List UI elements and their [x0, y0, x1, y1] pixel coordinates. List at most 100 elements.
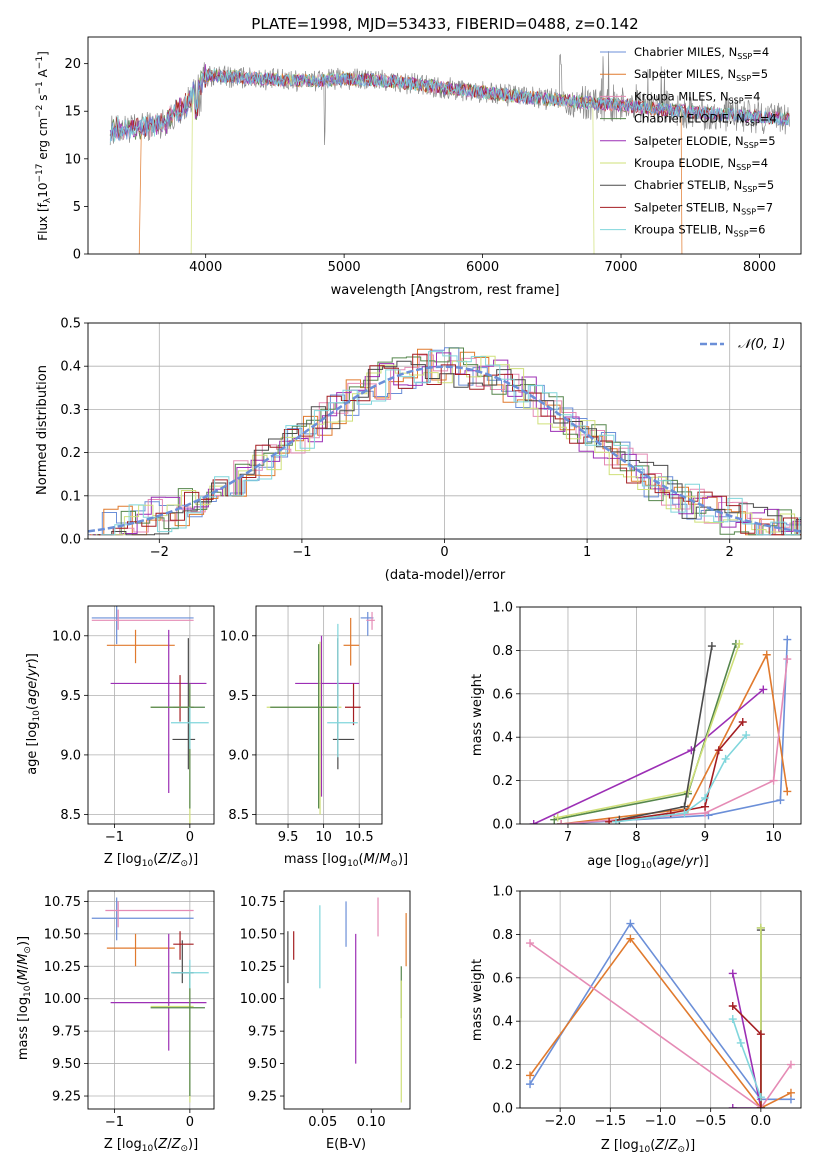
y-tick-label: 9.25 [52, 1090, 81, 1105]
residuals-plot-area: −2 −1 0 1 2 0.0 0.1 0.2 0.3 0.4 0.5 [60, 317, 802, 561]
y-tick-label: 9.5 [60, 689, 81, 704]
legend-val: =5 [751, 67, 768, 81]
x-tick-label: −1.0 [645, 1114, 677, 1129]
residuals-ylabel: Normed distribution [35, 365, 50, 495]
axes-frame [255, 605, 383, 825]
legend-sub: SSP [736, 163, 751, 172]
age-z-xlabel: Z [log10(Z/Z⊙)] [104, 852, 198, 869]
residual-histogram-green [92, 347, 801, 536]
axis-ticks: −2.0 −1.5 −1.0 −0.5 0.0 0.0 0.2 0.4 0.6 0.8 1.0 [492, 885, 771, 1130]
x-tick-label: 10 [315, 830, 332, 845]
y-tick-label: 9.5 [228, 689, 249, 704]
point-blue [360, 611, 374, 636]
y-tick-label: 0.3 [60, 403, 81, 418]
legend-label: Kroupa MILES, NSSP=4 [634, 89, 760, 105]
residual-histogram-pink [91, 354, 801, 536]
y-tick-label: 0.1 [60, 489, 81, 504]
legend-sub: SSP [734, 230, 749, 239]
weight-marker-darkred [701, 802, 710, 811]
x-tick-label: 0.0 [751, 1114, 772, 1129]
weight-line-blue [529, 922, 791, 1101]
y-tick-label: 10.0 [52, 629, 81, 644]
legend-val: =4 [752, 45, 769, 59]
x-tick-label: 10.5 [345, 830, 374, 845]
age-mass-plot-area: 9.5 10 10.5 8.5 9.0 9.5 10.0 [220, 605, 383, 845]
residuals-xlabel: (data-model)/error [385, 568, 506, 583]
weight-marker-darkred [714, 746, 723, 755]
y-tick-label: 9.75 [248, 1025, 277, 1040]
y-tick-label: 0.4 [60, 360, 81, 375]
axis-ticks: −2 −1 0 1 2 0.0 0.1 0.2 0.3 0.4 0.5 [60, 317, 734, 561]
data-layer [109, 51, 790, 254]
legend-label: Chabrier STELIB, NSSP=5 [634, 178, 774, 194]
weight-line-orange [561, 652, 789, 824]
weight-vs-metallicity-panel: −2.0 −1.5 −1.0 −0.5 0.0 0.0 0.2 0.4 0.6 0.8 1.0 Z … [470, 885, 802, 1155]
weight-marker-darkred [666, 809, 675, 818]
data-layer [287, 897, 407, 1103]
point-orange [106, 629, 175, 664]
weight-z-ylabel: mass weight [470, 959, 485, 1041]
weight-line-yellow [557, 643, 741, 819]
point-blue [91, 606, 194, 645]
point-yellow [150, 966, 194, 1103]
y-tick-label: 0.8 [492, 928, 513, 943]
x-tick-label: 9.5 [278, 830, 299, 845]
residual-histogram-darkred [99, 353, 801, 536]
weight-marker-pink [769, 776, 778, 785]
y-tick-label: 0.6 [492, 971, 513, 986]
y-tick-label: 10 [64, 152, 81, 167]
weight-marker-blue [776, 796, 785, 805]
spectrum-plot-area: 4000 5000 6000 7000 8000 0 5 10 15 20 [64, 36, 802, 275]
legend-val: =5 [759, 134, 776, 148]
model-spectrum-blue [109, 69, 790, 142]
y-tick-label: 8.5 [228, 808, 249, 823]
legend-sub: SSP [736, 74, 751, 83]
legend-val: =4 [744, 89, 761, 103]
weight-marker-cyan [701, 793, 710, 802]
y-tick-label: 20 [64, 57, 81, 72]
point-gray [172, 940, 194, 984]
weight-marker-pink [786, 1060, 795, 1069]
spectrum-xlabel: wavelength [Angstrom, rest frame] [331, 283, 560, 298]
point-pink [105, 901, 194, 928]
weight-vs-age-panel: 7 8 9 10 0.0 0.2 0.4 0.6 0.8 1.0 age [log10(age/y… [470, 601, 802, 871]
point-yellow [150, 689, 194, 824]
axes-frame [87, 890, 215, 1110]
y-tick-label: 0.4 [492, 731, 513, 746]
weight-age-plot-area: 7 8 9 10 0.0 0.2 0.4 0.6 0.8 1.0 [492, 601, 802, 845]
weight-marker-cyan [721, 754, 730, 763]
weight-marker-blue [626, 919, 635, 928]
legend-sub: SSP [745, 119, 760, 128]
weight-age-ylabel: mass weight [470, 674, 485, 756]
axes-frame [87, 605, 215, 825]
mass-vs-ebv-panel: 0.05 0.10 9.25 9.50 9.75 10.00 10.25 10.50 10.75… [240, 890, 411, 1152]
x-tick-label: 8000 [743, 260, 776, 275]
grid-lines [88, 606, 214, 824]
data-layer [266, 611, 375, 815]
age-vs-metallicity-panel: −1 0 8.5 9.0 9.5 10.0 Z [log10(Z/Z⊙)] age [lo… [25, 605, 215, 869]
y-tick-label: 9.50 [52, 1057, 81, 1072]
legend-val: =4 [760, 112, 777, 126]
point-darkred [173, 675, 194, 722]
grid-lines [88, 891, 214, 1109]
legend-label: Kroupa STELIB, NSSP=6 [634, 223, 765, 239]
legend-val: =4 [751, 156, 768, 170]
y-tick-label: 10.0 [220, 629, 249, 644]
point-purple [110, 933, 207, 1051]
residual-histogram-gray [97, 360, 801, 536]
y-tick-label: 0.0 [492, 818, 513, 833]
y-tick-label: 0.4 [492, 1015, 513, 1030]
axes-frame [519, 890, 802, 1109]
legend-sub: SSP [737, 52, 752, 61]
y-tick-label: 0.2 [492, 1058, 513, 1073]
weight-marker-orange [783, 787, 792, 796]
y-tick-label: 10.50 [240, 927, 277, 942]
axis-ticks: 0.05 0.10 9.25 9.50 9.75 10.00 10.25 10.50 10.75 [240, 895, 386, 1130]
age-vs-mass-panel: 9.5 10 10.5 8.5 9.0 9.5 10.0 mass [log10(M/M⊙)… [220, 605, 408, 869]
weight-marker-yellow [756, 923, 765, 932]
point-blue [91, 897, 194, 941]
weight-marker-cyan [736, 1038, 745, 1047]
point-yellow [266, 641, 342, 815]
x-tick-label: 7000 [604, 260, 637, 275]
